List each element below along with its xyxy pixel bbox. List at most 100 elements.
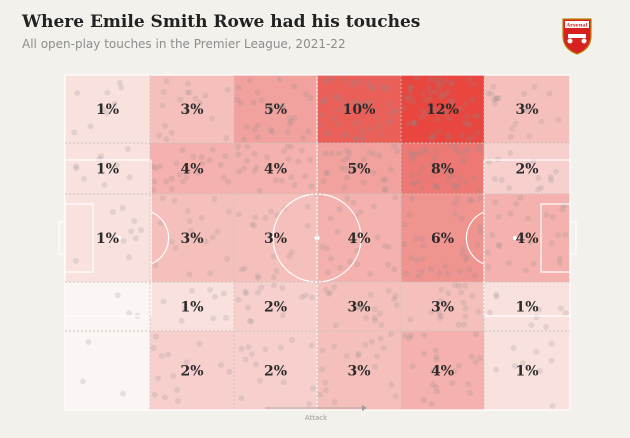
touch-dot — [114, 292, 121, 299]
touch-dot — [382, 84, 389, 90]
heatmap-cells — [65, 75, 570, 410]
touch-dot — [279, 102, 286, 109]
touch-dot — [366, 126, 373, 133]
touch-dot — [332, 107, 339, 114]
touch-dot — [385, 261, 392, 268]
touch-dot — [437, 167, 444, 174]
touch-dot — [336, 206, 343, 213]
touch-dot — [429, 368, 436, 375]
touch-dot — [372, 114, 379, 121]
touch-dots — [71, 75, 569, 409]
touch-dot — [225, 178, 232, 185]
touch-dot — [421, 145, 428, 152]
touch-dot — [432, 347, 439, 354]
heatmap-cell-r0-c3 — [317, 75, 401, 143]
touch-dot — [308, 342, 315, 349]
touch-dot — [193, 105, 200, 112]
touch-dot — [392, 109, 399, 116]
zone-label-r3-c4: 3% — [431, 300, 454, 316]
touch-dot — [241, 265, 248, 272]
zone-label-r2-c3: 4% — [347, 231, 370, 247]
touch-dot — [442, 263, 449, 270]
touch-dot — [335, 120, 342, 127]
touch-dot — [355, 352, 362, 359]
touch-dot — [470, 175, 477, 182]
touch-dot — [430, 132, 437, 139]
touch-dot — [324, 245, 330, 252]
touch-dot — [562, 310, 569, 316]
touch-dot — [176, 171, 183, 178]
touch-dot — [252, 214, 259, 221]
touch-dot — [451, 200, 458, 207]
touch-dot — [211, 196, 218, 202]
touch-dot — [235, 296, 242, 303]
touch-dot — [427, 135, 434, 142]
touch-dot — [469, 133, 476, 140]
touch-dot — [247, 317, 253, 324]
touch-dot — [446, 143, 453, 150]
touch-dot — [325, 290, 332, 297]
touch-dot — [345, 154, 352, 161]
touch-dot — [322, 286, 329, 293]
touch-dot — [462, 305, 469, 312]
touch-dot — [236, 168, 243, 175]
touch-dot — [118, 84, 125, 91]
touch-dot — [177, 96, 184, 103]
touch-dot — [420, 90, 427, 97]
touch-dot — [469, 197, 476, 204]
touch-dot — [183, 174, 190, 181]
touch-dot — [418, 113, 425, 120]
touch-dot — [401, 105, 407, 112]
touch-dot — [251, 222, 258, 229]
touch-dot — [432, 88, 439, 95]
touch-dot — [189, 287, 195, 294]
touch-dot — [445, 290, 452, 297]
touch-dot — [456, 282, 463, 289]
touch-dot — [360, 156, 367, 163]
touch-dot — [298, 147, 305, 154]
touch-dot — [556, 259, 563, 266]
touch-dot — [351, 98, 358, 105]
touch-dot — [549, 214, 556, 220]
touch-dot — [406, 148, 413, 155]
touch-dot — [351, 79, 358, 86]
heatmap-cell-r2-c0 — [65, 194, 150, 282]
touch-dot — [411, 119, 418, 125]
touch-dot — [209, 146, 216, 153]
touch-dot — [350, 199, 357, 206]
touch-dot — [238, 345, 245, 352]
touch-dot — [242, 288, 249, 295]
touch-dot — [184, 208, 191, 215]
touch-dot — [288, 118, 295, 125]
touch-dot — [391, 143, 398, 150]
touch-dot — [522, 267, 529, 274]
touch-dot — [403, 270, 410, 277]
touch-dot — [492, 199, 499, 206]
touch-dot — [538, 184, 545, 191]
touch-dot — [469, 292, 476, 299]
touch-dot — [411, 179, 418, 186]
touch-dot — [433, 384, 439, 391]
touch-dot — [251, 126, 258, 133]
touch-dot — [80, 175, 87, 182]
zone-label-r2-c1: 3% — [180, 231, 203, 247]
touch-dot — [367, 291, 374, 298]
touch-dot — [163, 178, 170, 185]
touch-dot — [222, 314, 229, 321]
touch-dot — [498, 177, 505, 183]
touch-dot — [441, 107, 448, 114]
touch-dot — [277, 344, 284, 351]
touch-dot — [323, 170, 330, 177]
touch-dot — [471, 113, 478, 120]
touch-dot — [381, 243, 388, 250]
touch-dot — [160, 88, 167, 95]
touch-dot — [452, 211, 459, 217]
heatmap-cell-r3-c4 — [401, 282, 484, 331]
chart-subtitle: All open-play touches in the Premier Lea… — [22, 37, 346, 51]
touch-dot — [116, 79, 123, 86]
touch-dot — [186, 271, 193, 278]
touch-dot — [285, 156, 292, 163]
touch-dot — [244, 143, 251, 150]
touch-dot — [186, 89, 193, 96]
touch-dot — [271, 282, 278, 289]
